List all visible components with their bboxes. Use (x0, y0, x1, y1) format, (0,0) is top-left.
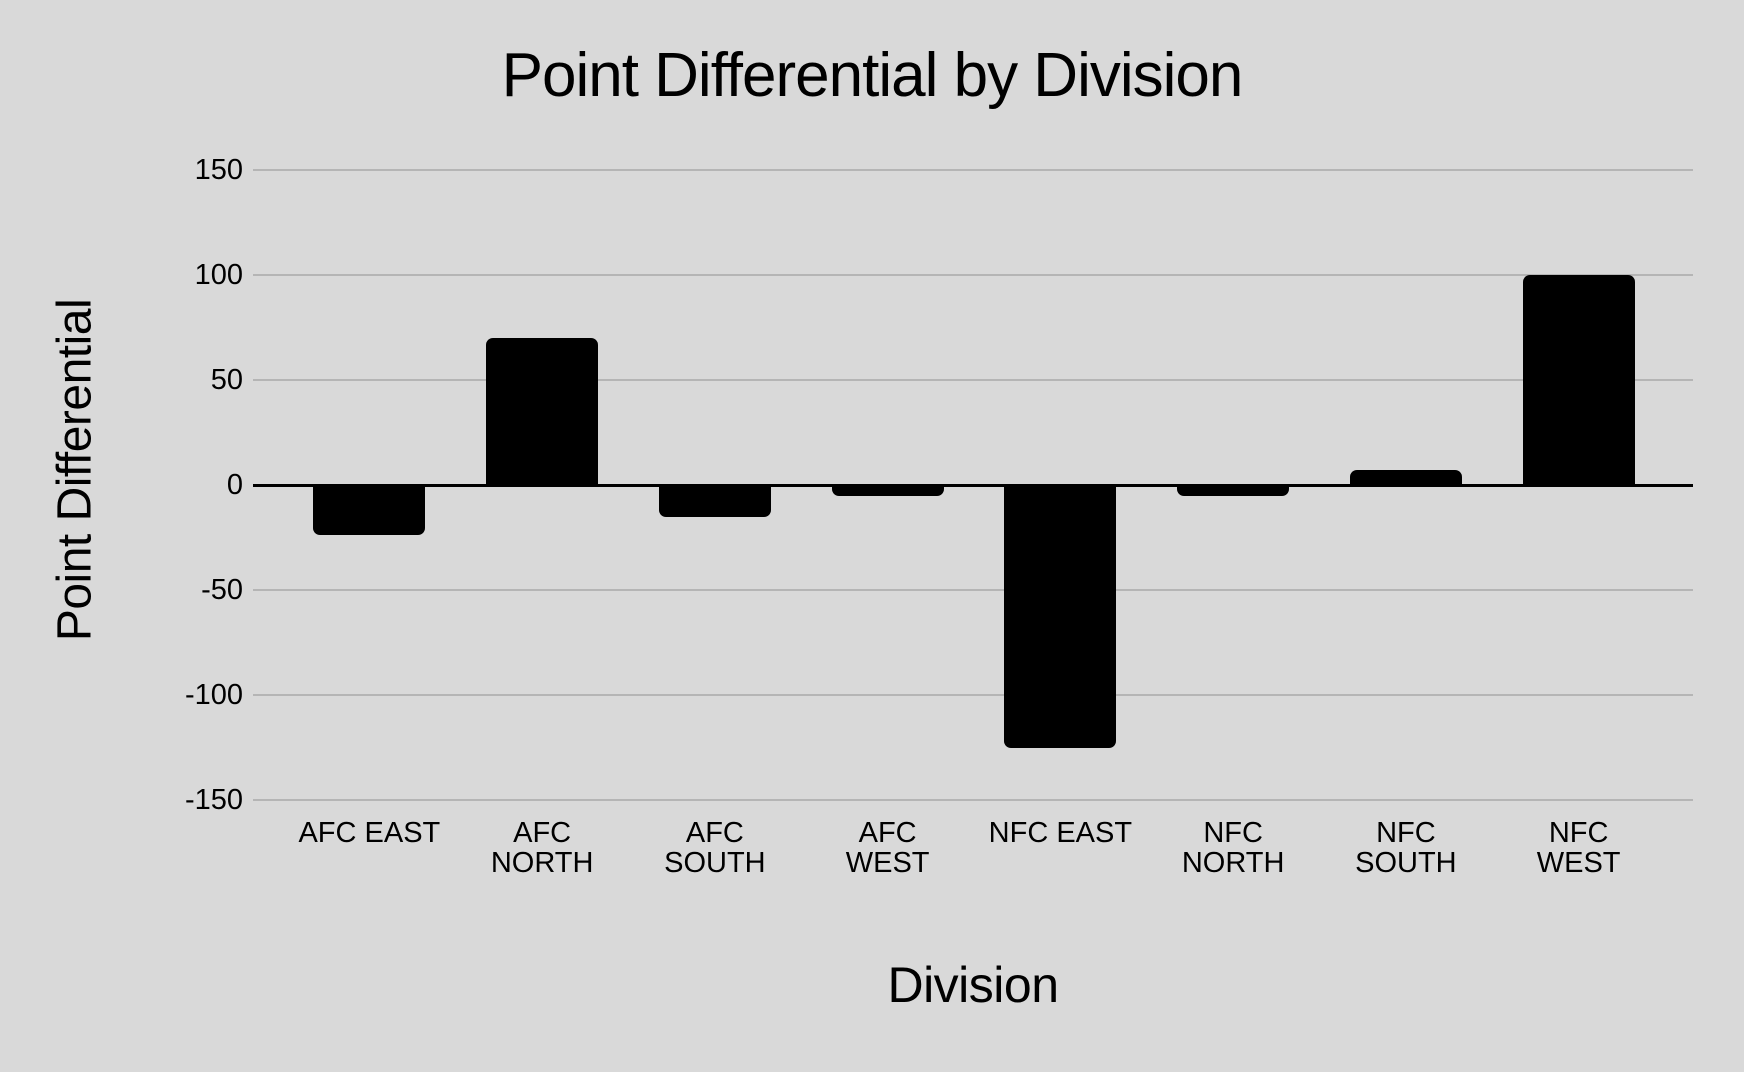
plot-area (253, 169, 1693, 801)
y-tick-label-0: 0 (226, 469, 243, 501)
bar-afc-south (658, 485, 771, 517)
y-tick-label--50: -50 (201, 574, 243, 606)
gridline--50 (253, 589, 1693, 591)
y-tick-label-150: 150 (194, 154, 243, 186)
gridline-100 (253, 274, 1693, 276)
gridline-50 (253, 379, 1693, 381)
bar-nfc-west (1522, 275, 1635, 485)
y-tick-label-100: 100 (194, 259, 243, 291)
bar-afc-east (313, 485, 426, 536)
x-category-label-afc-east: AFC EAST (298, 817, 441, 849)
x-category-label-nfc-west: NFC WEST (1536, 817, 1621, 879)
bar-nfc-east (1004, 485, 1117, 748)
x-category-label-nfc-north: NFC NORTH (1181, 817, 1285, 879)
y-tick-label--150: -150 (184, 784, 243, 816)
bar-afc-north (486, 338, 599, 485)
y-tick-label--100: -100 (184, 679, 243, 711)
x-axis-title: Division (887, 957, 1059, 1013)
zero-axis-line (253, 483, 1693, 487)
gridline--100 (253, 694, 1693, 696)
x-category-label-nfc-east: NFC EAST (988, 817, 1133, 849)
bar-afc-west (831, 485, 944, 496)
gridline-150 (253, 169, 1693, 171)
y-axis-title: Point Differential (48, 298, 102, 642)
y-tick-label-50: 50 (210, 364, 243, 396)
x-category-label-afc-west: AFC WEST (845, 817, 930, 879)
bar-nfc-north (1177, 485, 1290, 496)
x-category-label-afc-south: AFC SOUTH (664, 817, 766, 879)
bar-nfc-south (1349, 470, 1462, 485)
x-category-label-nfc-south: NFC SOUTH (1355, 817, 1457, 879)
x-category-label-afc-north: AFC NORTH (490, 817, 594, 879)
gridline--150 (253, 799, 1693, 801)
chart-title: Point Differential by Division (501, 41, 1244, 110)
